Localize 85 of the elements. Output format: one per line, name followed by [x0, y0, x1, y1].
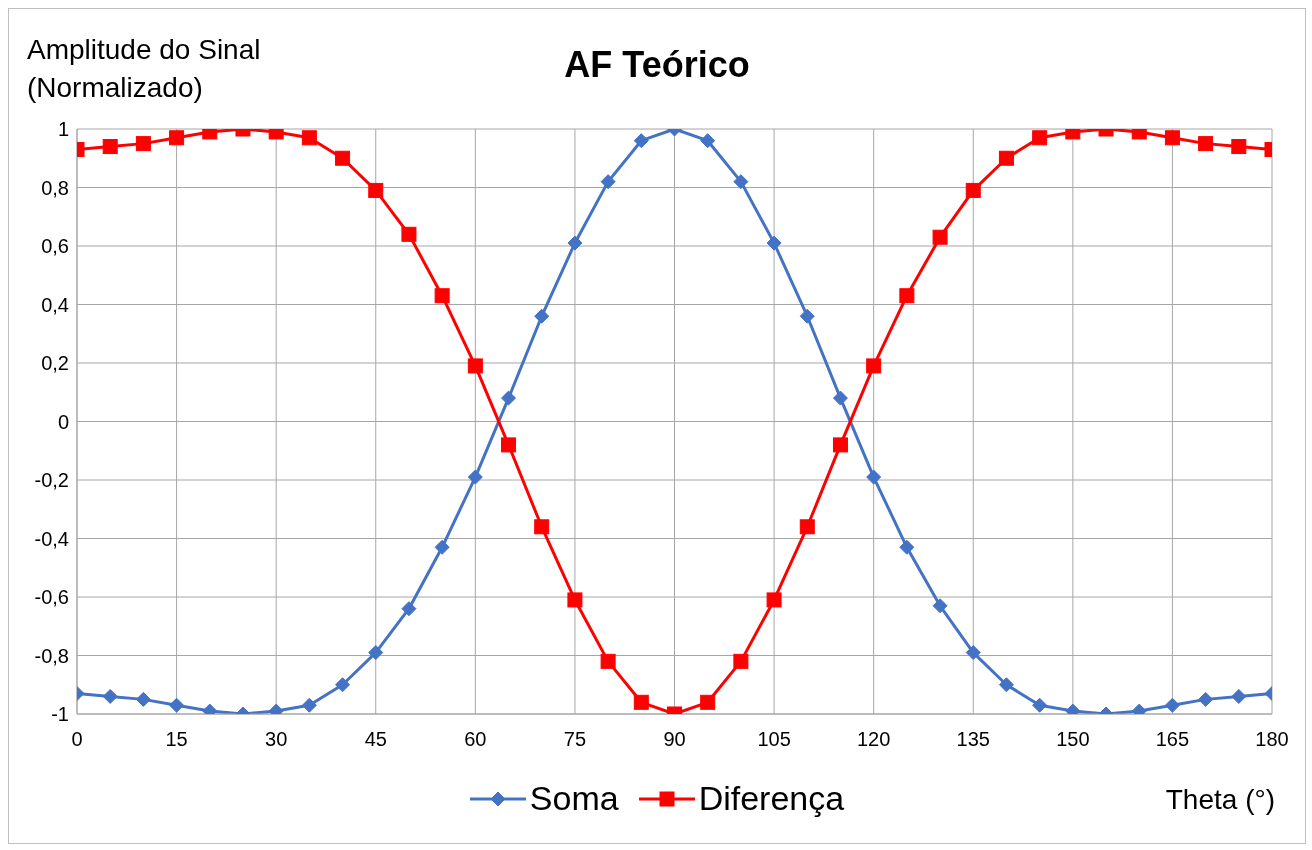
y-tick-label: -0,6: [34, 586, 69, 609]
y-tick-label: 0,4: [41, 293, 69, 316]
point: [633, 694, 649, 710]
y-tick-label: 0: [57, 410, 69, 433]
point: [434, 539, 450, 555]
point: [1198, 691, 1214, 707]
y-tick-label: -0,8: [34, 644, 69, 667]
point: [467, 469, 483, 485]
point: [866, 358, 882, 374]
point: [932, 598, 948, 614]
x-tick-label: 180: [1255, 728, 1289, 751]
x-tick-label: 0: [71, 728, 83, 751]
point: [1231, 688, 1247, 704]
x-tick-label: 30: [265, 728, 288, 751]
point: [401, 601, 417, 617]
point: [700, 694, 716, 710]
point: [102, 688, 118, 704]
x-tick-label: 75: [563, 728, 587, 751]
point: [335, 677, 351, 693]
point: [766, 235, 782, 251]
y-tick-label: 0,6: [41, 235, 69, 258]
y-tick-label: -1: [51, 703, 69, 726]
legend-label: Soma: [529, 779, 619, 818]
point: [501, 390, 517, 406]
x-tick-label: 60: [464, 728, 487, 751]
point: [766, 592, 782, 608]
x-tick-label: 45: [364, 728, 387, 751]
point: [1164, 697, 1180, 713]
point: [135, 136, 151, 152]
point: [567, 235, 583, 251]
x-tick-label: 135: [956, 728, 990, 751]
point: [832, 390, 848, 406]
point: [301, 697, 317, 713]
point: [1032, 697, 1048, 713]
y-tick-label: 0,8: [41, 176, 69, 199]
point: [899, 288, 915, 304]
point: [1164, 130, 1180, 146]
point: [534, 308, 550, 324]
point: [700, 133, 716, 149]
point: [600, 653, 616, 669]
legend-label: Diferença: [698, 779, 845, 818]
y-tick-label: -0,4: [34, 527, 69, 550]
point: [899, 539, 915, 555]
point: [633, 133, 649, 149]
x-tick-label: 105: [757, 728, 791, 751]
point: [368, 182, 384, 198]
point: [467, 358, 483, 374]
point: [169, 130, 185, 146]
x-axis-title: Theta (°): [1165, 784, 1275, 816]
point: [169, 697, 185, 713]
x-tick-label: 165: [1155, 728, 1190, 751]
y-tick-label: 1: [57, 118, 69, 141]
point: [965, 182, 981, 198]
point: [799, 519, 815, 535]
chart-title: AF Teórico: [564, 44, 750, 85]
point: [866, 469, 882, 485]
point: [335, 150, 351, 166]
point: [534, 519, 550, 535]
point: [434, 288, 450, 304]
point: [998, 677, 1014, 693]
point: [600, 174, 616, 190]
point: [965, 645, 981, 661]
x-tick-label: 120: [856, 728, 891, 751]
point: [832, 437, 848, 453]
point: [135, 691, 151, 707]
point: [932, 229, 948, 245]
x-tick-label: 150: [1056, 728, 1090, 751]
point: [733, 653, 749, 669]
point: [733, 174, 749, 190]
y-axis-title: Amplitude do Sinal (Normalizado): [27, 33, 262, 105]
point: [567, 592, 583, 608]
point: [368, 645, 384, 661]
point: [401, 226, 417, 242]
y-tick-label: 0,2: [41, 352, 69, 375]
point: [1198, 136, 1214, 152]
point: [102, 139, 118, 155]
point: [799, 308, 815, 324]
point: [1231, 139, 1247, 155]
point: [998, 150, 1014, 166]
point: [501, 437, 517, 453]
x-tick-label: 15: [165, 728, 188, 751]
point: [1032, 130, 1048, 146]
point: [301, 130, 317, 146]
y-tick-label: -0,2: [34, 469, 69, 492]
x-tick-label: 90: [663, 728, 686, 751]
